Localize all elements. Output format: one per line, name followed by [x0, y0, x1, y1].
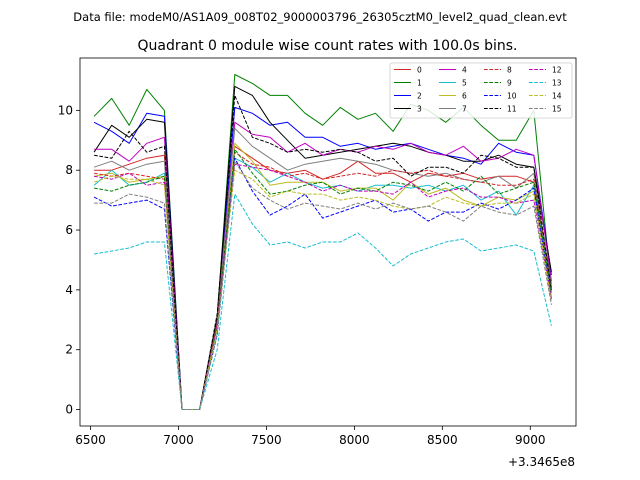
x-tick-label: 7000	[163, 433, 194, 447]
legend-label-10: 10	[507, 92, 517, 101]
x-tick-label: 6500	[75, 433, 106, 447]
legend-label-8: 8	[507, 66, 512, 75]
legend-label-12: 12	[552, 66, 562, 75]
y-tick-label: 8	[65, 163, 73, 177]
y-tick-label: 2	[65, 343, 73, 357]
chart-title: Quadrant 0 module wise count rates with …	[138, 38, 518, 54]
legend-label-4: 4	[462, 66, 467, 75]
legend-box	[389, 62, 573, 119]
series-line-9	[94, 148, 552, 410]
series-line-13	[94, 193, 552, 410]
legend-label-9: 9	[507, 79, 512, 88]
x-tick-label: 8500	[427, 433, 458, 447]
x-tick-label: 8000	[339, 433, 370, 447]
series-line-15	[94, 160, 552, 410]
legend-label-15: 15	[552, 105, 562, 114]
suptitle: Data file: modeM0/AS1A09_008T02_90000037…	[73, 10, 567, 24]
x-tick-label: 9000	[515, 433, 546, 447]
legend-label-13: 13	[552, 79, 562, 88]
legend-label-0: 0	[417, 66, 422, 75]
legend-label-11: 11	[507, 105, 517, 114]
legend-label-1: 1	[417, 79, 422, 88]
y-axis: 0 2 4 6 8 10	[58, 103, 80, 417]
series-line-8	[94, 151, 552, 410]
legend-label-6: 6	[462, 92, 467, 101]
legend-label-2: 2	[417, 92, 422, 101]
x-axis: 6500 7000 7500 8000 8500 9000	[75, 426, 546, 447]
series-line-10	[93, 157, 552, 410]
axes-frame	[79, 57, 577, 427]
series-line-11	[94, 94, 552, 410]
legend-label-3: 3	[417, 105, 422, 114]
legend-label-5: 5	[462, 79, 467, 88]
x-offset-label: +3.3465e8	[508, 455, 575, 469]
x-tick-label: 7500	[251, 433, 282, 447]
y-tick-label: 6	[65, 223, 73, 237]
series-layer	[93, 74, 552, 410]
y-tick-label: 0	[65, 403, 73, 417]
legend-label-7: 7	[462, 105, 467, 114]
y-tick-label: 4	[65, 283, 73, 297]
legend-label-14: 14	[552, 92, 562, 101]
y-tick-label: 10	[58, 103, 73, 117]
